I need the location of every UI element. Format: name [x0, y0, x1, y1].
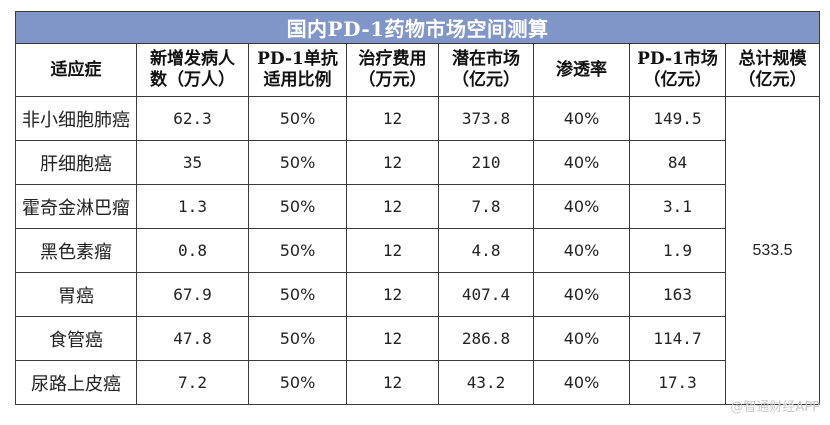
cell-penetration-rate: 40% [533, 228, 630, 273]
cell-potential-market: 373.8 [438, 96, 534, 141]
table-body: 非小细胞肺癌 62.3 50% 12 373.8 40% 149.5 533.5 肝细胞癌 35 5… [15, 96, 821, 405]
cell-pd1-market: 17.3 [629, 360, 726, 405]
cell-potential-market: 4.8 [438, 228, 534, 273]
cell-penetration-rate: 40% [533, 316, 630, 361]
header-row: 适应症 新增发病人 数（万人） PD-1单抗 适用比例 治疗费用 （万元） 潜在市场 （亿元）渗… [15, 43, 821, 97]
cell-potential-market: 7.8 [438, 184, 534, 229]
cell-new-cases: 0.8 [136, 228, 249, 273]
cell-applicable-ratio: 50% [248, 228, 347, 273]
cell-applicable-ratio: 50% [248, 316, 347, 361]
cell-indication: 食管癌 [15, 316, 137, 361]
cell-indication: 胃癌 [15, 272, 137, 317]
header-line-1: 总计规模 [738, 49, 807, 69]
header-line-1: 治疗费用 [358, 49, 427, 69]
cell-treatment-cost: 12 [346, 184, 439, 229]
pd1-market-table: 国内PD-1药物市场空间测算 适应症 新增发病人 数（万人） PD-1单抗 适用比例 治疗… [14, 11, 821, 405]
header-line-2: （万元） [358, 70, 427, 90]
cell-applicable-ratio: 50% [248, 272, 347, 317]
cell-penetration-rate: 40% [533, 184, 630, 229]
cell-pd1-market: 163 [629, 272, 726, 317]
cell-pd1-market: 114.7 [629, 316, 726, 361]
cell-treatment-cost: 12 [346, 272, 439, 317]
cell-potential-market: 407.4 [438, 272, 534, 317]
cell-indication: 肝细胞癌 [15, 140, 137, 185]
cell-potential-market: 43.2 [438, 360, 534, 405]
cell-pd1-market: 84 [629, 140, 726, 185]
cell-new-cases: 1.3 [136, 184, 249, 229]
header-line-2: 数（万人） [150, 70, 235, 90]
header-line-1: PD-1单抗 [257, 49, 338, 69]
cell-treatment-cost: 12 [346, 228, 439, 273]
cell-penetration-rate: 40% [533, 140, 630, 185]
table-row: 肝细胞癌 35 50% 12 210 40% 84 [15, 140, 820, 185]
cell-new-cases: 7.2 [136, 360, 249, 405]
header-line-2: （亿元） [643, 70, 712, 90]
table-row: 尿路上皮癌 7.2 50% 12 43.2 40% 17.3 [15, 360, 820, 405]
cell-potential-market: 210 [438, 140, 534, 185]
cell-new-cases: 35 [136, 140, 249, 185]
header-line-1: 渗透率 [556, 59, 607, 80]
pd1-market-table-container: 国内PD-1药物市场空间测算 适应症 新增发病人 数（万人） PD-1单抗 适用比例 治疗… [14, 11, 821, 405]
table-row: 黑色素瘤 0.8 50% 12 4.8 40% 1.9 [15, 228, 820, 273]
header-applicable-ratio: PD-1单抗 适用比例 [248, 43, 347, 97]
cell-treatment-cost: 12 [346, 316, 439, 361]
cell-indication: 非小细胞肺癌 [15, 96, 137, 141]
cell-new-cases: 47.8 [136, 316, 249, 361]
cell-new-cases: 67.9 [136, 272, 249, 317]
header-line-1: 适应症 [50, 59, 102, 80]
header-treatment-cost: 治疗费用 （万元） [346, 43, 439, 97]
cell-applicable-ratio: 50% [248, 140, 347, 185]
header-pd1-market: PD-1市场 （亿元） [629, 43, 726, 97]
cell-penetration-rate: 40% [533, 360, 630, 405]
header-line-1: PD-1市场 [637, 49, 718, 69]
table-title: 国内PD-1药物市场空间测算 [14, 11, 821, 44]
header-new-cases: 新增发病人 数（万人） [136, 43, 249, 97]
header-total-scale: 总计规模 （亿元） [724, 43, 821, 97]
cell-potential-market: 286.8 [438, 316, 534, 361]
cell-treatment-cost: 12 [346, 96, 439, 141]
header-line-2: （亿元） [738, 70, 807, 90]
table-row: 胃癌 67.9 50% 12 407.4 40% 163 [15, 272, 820, 317]
cell-total-scale: 533.5 [724, 96, 821, 405]
cell-applicable-ratio: 50% [248, 360, 347, 405]
cell-treatment-cost: 12 [346, 360, 439, 405]
header-line-1: 潜在市场 [452, 49, 520, 69]
cell-applicable-ratio: 50% [248, 184, 347, 229]
header-penetration-rate: 渗透率 [533, 43, 630, 97]
cell-pd1-market: 149.5 [629, 96, 726, 141]
table-row: 非小细胞肺癌 62.3 50% 12 373.8 40% 149.5 533.5 [15, 96, 821, 405]
cell-pd1-market: 1.9 [629, 228, 726, 273]
cell-treatment-cost: 12 [346, 140, 439, 185]
header-line-1: 新增发病人 [150, 49, 235, 69]
table-row: 食管癌 47.8 50% 12 286.8 40% 114.7 [15, 316, 820, 361]
watermark: @智通财经APP [730, 400, 820, 415]
header-line-2: 适用比例 [263, 70, 332, 90]
cell-penetration-rate: 40% [533, 272, 630, 317]
title-row: 国内PD-1药物市场空间测算 [14, 11, 821, 44]
header-potential-market: 潜在市场 （亿元） [438, 43, 534, 97]
cell-pd1-market: 3.1 [629, 184, 726, 229]
header-line-2: （亿元） [452, 70, 520, 90]
header-indication: 适应症 [15, 43, 137, 97]
cell-applicable-ratio: 50% [248, 96, 347, 141]
table-row: 霍奇金淋巴瘤 1.3 50% 12 7.8 40% 3.1 [15, 184, 820, 229]
cell-penetration-rate: 40% [533, 96, 630, 141]
cell-indication: 尿路上皮癌 [15, 360, 137, 405]
cell-new-cases: 62.3 [136, 96, 249, 141]
cell-indication: 霍奇金淋巴瘤 [15, 184, 137, 229]
cell-indication: 黑色素瘤 [15, 228, 137, 273]
